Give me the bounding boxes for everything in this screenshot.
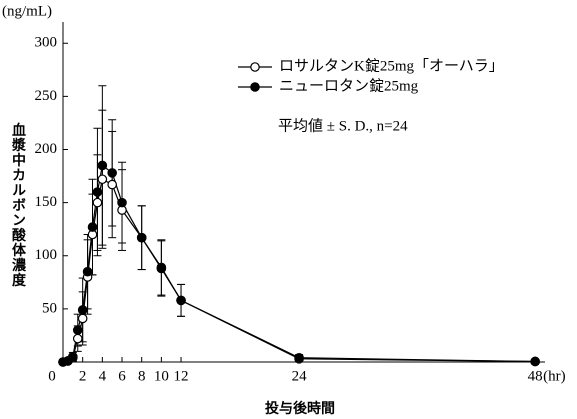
data-point: [107, 168, 117, 178]
data-point: [530, 356, 540, 367]
y-tick-label: 300: [35, 35, 58, 51]
y-tick-label: 100: [35, 247, 58, 263]
y-tick-label: 50: [42, 300, 57, 316]
data-point: [72, 325, 83, 335]
x-tick-label: 0: [48, 368, 56, 384]
x-tick-label: 8: [138, 368, 146, 384]
data-point: [294, 352, 304, 363]
x-tick-label: 2: [79, 368, 87, 384]
x-tick-label: 48: [528, 368, 543, 384]
data-point: [107, 179, 117, 190]
x-unit-label: (hr): [543, 368, 566, 384]
data-point: [97, 174, 108, 185]
series-line: [62, 178, 536, 363]
y-tick-label: 250: [35, 88, 58, 104]
data-point: [156, 263, 167, 274]
y-tick-label: 200: [35, 141, 58, 157]
data-point: [68, 351, 78, 362]
y-tick-label: 150: [35, 194, 58, 210]
x-tick-label: 10: [154, 368, 169, 384]
x-tick-label: 4: [99, 368, 107, 384]
data-point: [72, 333, 83, 344]
data-point: [92, 197, 103, 208]
data-point: [77, 313, 88, 324]
x-tick-label: 6: [118, 368, 126, 384]
data-point: [117, 197, 127, 208]
x-axis-title: 投与後時間: [265, 400, 335, 417]
y-unit-label: (ng/mL): [2, 3, 52, 19]
legend-marker: [250, 62, 260, 72]
legend-label: ニューロタン錠25mg: [279, 77, 419, 94]
data-point: [87, 222, 98, 232]
data-point: [82, 266, 93, 277]
x-tick-label: 12: [174, 368, 189, 384]
data-point: [92, 187, 103, 197]
legend-marker: [250, 82, 260, 92]
y-axis-title: 血漿中カルボン酸体濃度: [10, 122, 27, 288]
data-point: [97, 160, 108, 171]
legend-label: ロサルタンK錠25mg「オーハラ」: [279, 57, 504, 74]
data-point: [77, 305, 88, 315]
data-point: [136, 232, 147, 243]
x-tick-label: 24: [292, 368, 308, 384]
annotation: 平均値 ± S. D., n=24: [278, 117, 408, 134]
series-line: [62, 164, 536, 363]
data-point: [176, 295, 186, 306]
